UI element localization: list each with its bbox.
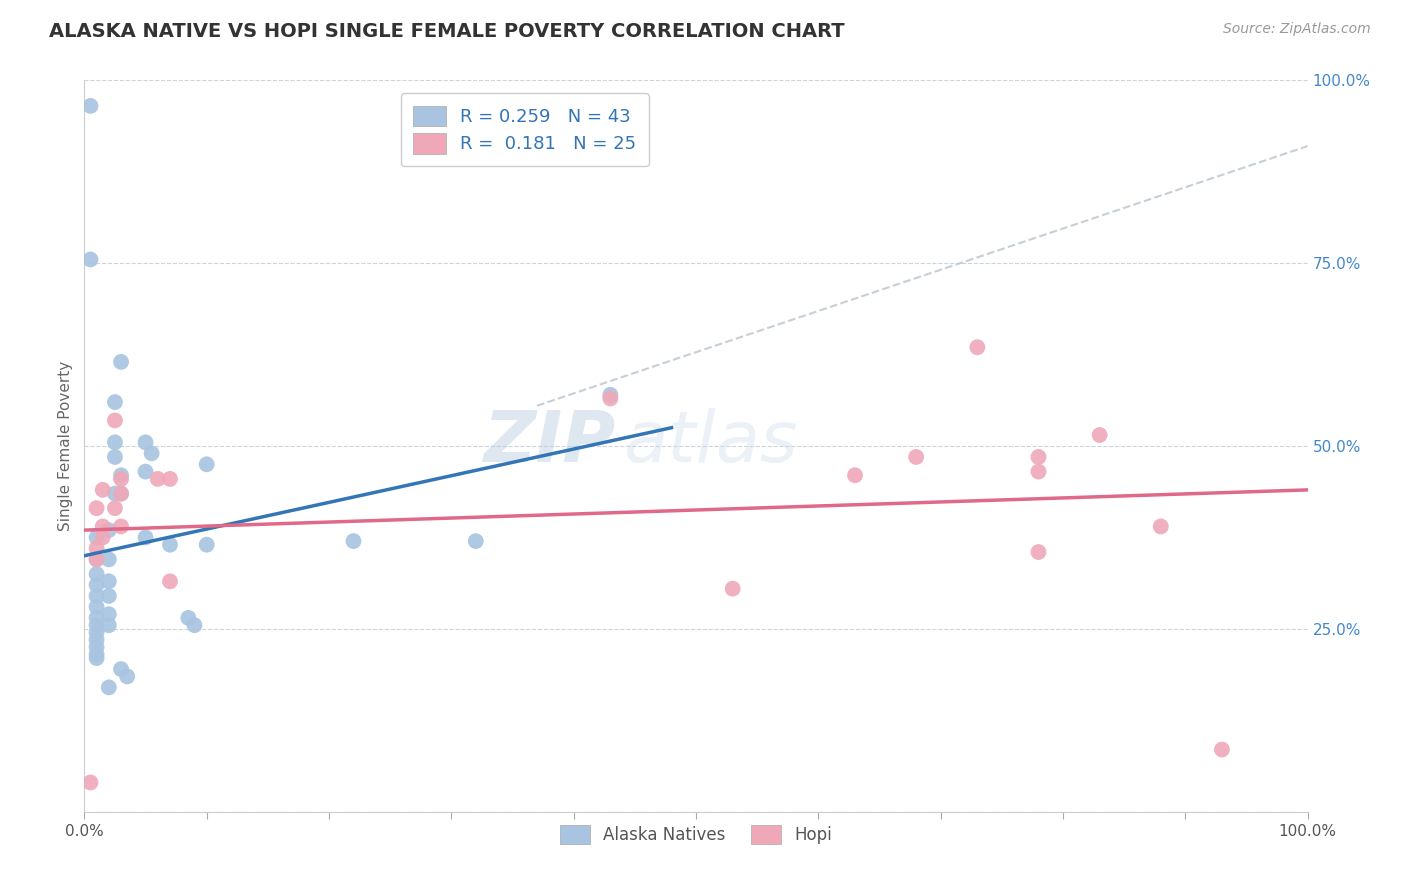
Point [86,589,108,603]
Point [110,662,132,676]
Point [844,468,866,483]
Point [905,450,928,464]
Point [104,395,127,409]
Point [86,567,108,582]
Point [1088,428,1111,442]
Point [91,530,114,544]
Point [86,599,108,614]
Point [1028,545,1050,559]
Point [599,392,621,406]
Point [1028,450,1050,464]
Point [342,534,364,549]
Point [135,530,157,544]
Point [86,651,108,665]
Point [104,501,127,516]
Point [195,457,218,471]
Point [97,523,120,537]
Point [79,775,101,789]
Point [97,552,120,566]
Point [86,541,108,556]
Point [104,450,127,464]
Point [141,446,163,460]
Point [86,530,108,544]
Point [159,472,181,486]
Point [79,99,101,113]
Point [86,632,108,647]
Point [110,519,132,533]
Point [599,388,621,402]
Point [146,472,169,486]
Text: ZIP: ZIP [484,408,616,477]
Point [110,355,132,369]
Point [1028,465,1050,479]
Point [86,640,108,655]
Point [86,611,108,625]
Point [183,618,205,632]
Point [91,519,114,533]
Point [104,486,127,500]
Point [110,468,132,483]
Point [86,625,108,640]
Point [1150,519,1173,533]
Point [464,534,486,549]
Point [91,483,114,497]
Point [97,574,120,589]
Point [195,538,218,552]
Text: Source: ZipAtlas.com: Source: ZipAtlas.com [1223,22,1371,37]
Point [1211,742,1233,756]
Point [97,618,120,632]
Point [177,611,200,625]
Point [86,578,108,592]
Point [79,252,101,267]
Point [97,607,120,622]
Point [135,435,157,450]
Point [97,681,120,695]
Legend: Alaska Natives, Hopi: Alaska Natives, Hopi [554,818,838,851]
Point [97,589,120,603]
Text: ALASKA NATIVE VS HOPI SINGLE FEMALE POVERTY CORRELATION CHART: ALASKA NATIVE VS HOPI SINGLE FEMALE POVE… [49,22,845,41]
Point [115,669,138,683]
Point [966,340,988,354]
Point [110,472,132,486]
Point [86,552,108,566]
Point [104,435,127,450]
Point [110,486,132,500]
Point [159,574,181,589]
Point [86,648,108,662]
Point [86,552,108,566]
Point [159,538,181,552]
Point [86,618,108,632]
Point [110,486,132,500]
Y-axis label: Single Female Poverty: Single Female Poverty [58,361,73,531]
Text: atlas: atlas [623,408,797,477]
Point [135,465,157,479]
Point [104,413,127,427]
Point [721,582,744,596]
Point [86,501,108,516]
